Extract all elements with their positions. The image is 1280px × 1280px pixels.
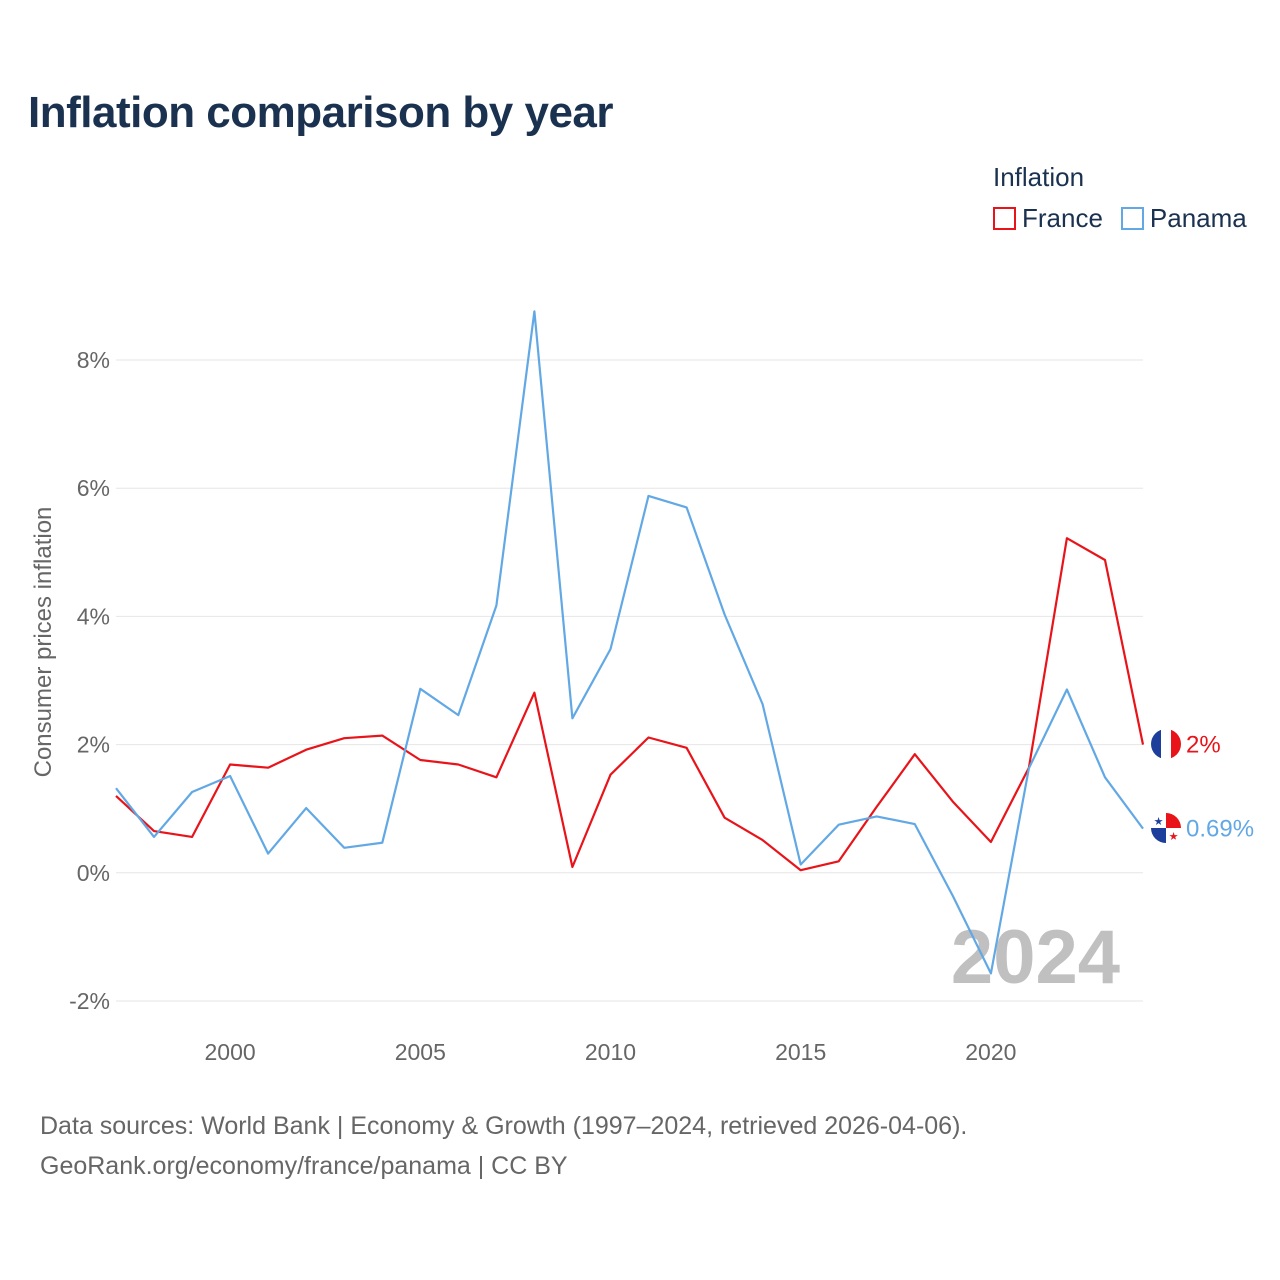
footer-source: Data sources: World Bank | Economy & Gro… <box>40 1112 968 1140</box>
x-tick-label: 2020 <box>965 1039 1016 1065</box>
france-flag-icon <box>1151 729 1181 759</box>
legend-label-panama: Panama <box>1149 203 1247 233</box>
y-tick-label: 2% <box>77 732 110 758</box>
footer-link[interactable]: GeoRank.org/economy/france/panama | CC B… <box>40 1152 568 1180</box>
series-line-france <box>115 537 1145 872</box>
legend: Inflation France Panama <box>993 162 1247 234</box>
end-label-panama: 0.69% <box>1186 816 1254 843</box>
series-line-panama <box>115 310 1144 975</box>
y-tick-label: 6% <box>77 475 110 501</box>
legend-title: Inflation <box>993 162 1085 192</box>
x-tick-label: 2000 <box>205 1039 256 1065</box>
svg-text:★: ★ <box>1154 815 1164 828</box>
panama-flag-icon: ★ ★ <box>1151 813 1181 843</box>
legend-label-france: France <box>1022 203 1103 233</box>
x-tick-label: 2015 <box>775 1039 826 1065</box>
year-watermark: 2024 <box>951 915 1120 1000</box>
y-tick-label: 4% <box>77 603 110 629</box>
x-tick-label: 2005 <box>395 1039 446 1065</box>
y-tick-label: 0% <box>77 860 110 886</box>
legend-swatch-panama <box>1120 207 1144 230</box>
legend-swatch-france <box>993 207 1016 230</box>
footer: Data sources: World Bank | Economy & Gro… <box>40 1106 967 1186</box>
y-axis-label: Consumer prices inflation <box>30 507 57 778</box>
legend-item-panama[interactable]: Panama <box>1120 203 1247 234</box>
y-tick-label: -2% <box>69 988 110 1014</box>
end-label-france: 2% <box>1186 732 1221 759</box>
y-tick-label: 8% <box>77 347 110 373</box>
svg-text:★: ★ <box>1169 830 1179 843</box>
page-title: Inflation comparison by year <box>28 88 614 137</box>
x-tick-label: 2010 <box>585 1039 636 1065</box>
legend-item-france[interactable]: France <box>993 203 1103 234</box>
